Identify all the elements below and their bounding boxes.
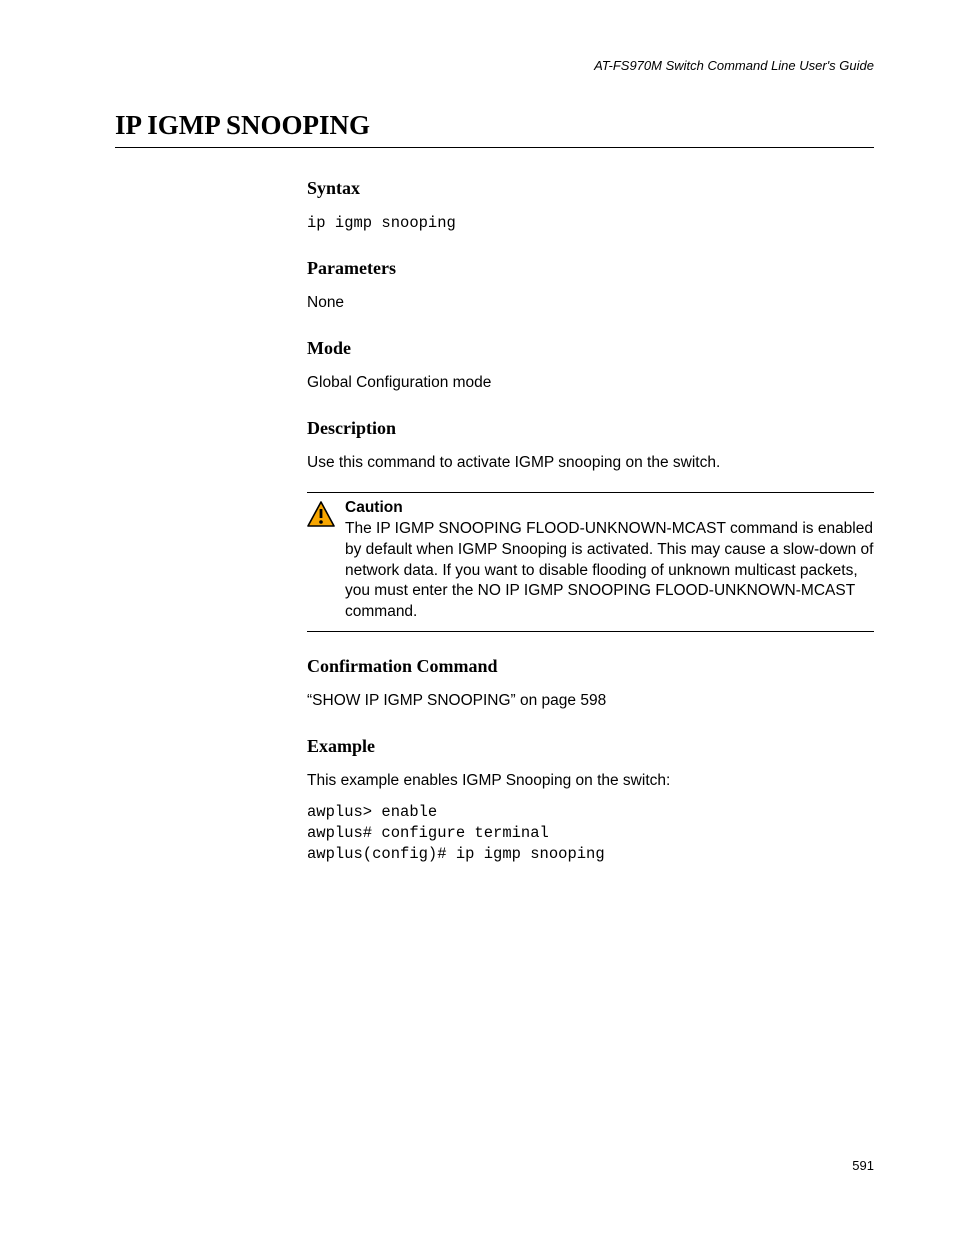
caution-text-wrap: Caution The IP IGMP SNOOPING FLOOD-UNKNO… bbox=[345, 499, 874, 624]
caution-block: Caution The IP IGMP SNOOPING FLOOD-UNKNO… bbox=[307, 492, 874, 633]
page-title: IP IGMP SNOOPING bbox=[115, 110, 874, 141]
syntax-code: ip igmp snooping bbox=[307, 213, 874, 234]
caution-body: Caution The IP IGMP SNOOPING FLOOD-UNKNO… bbox=[307, 499, 874, 624]
syntax-heading: Syntax bbox=[307, 178, 874, 199]
caution-paragraph: The IP IGMP SNOOPING FLOOD-UNKNOWN-MCAST… bbox=[345, 519, 874, 624]
page-number: 591 bbox=[852, 1158, 874, 1173]
warning-icon bbox=[307, 501, 335, 532]
parameters-text: None bbox=[307, 293, 874, 314]
mode-heading: Mode bbox=[307, 338, 874, 359]
header-guide-title: AT-FS970M Switch Command Line User's Gui… bbox=[594, 58, 874, 73]
description-text: Use this command to activate IGMP snoopi… bbox=[307, 453, 874, 474]
page: AT-FS970M Switch Command Line User's Gui… bbox=[0, 0, 954, 1235]
description-heading: Description bbox=[307, 418, 874, 439]
caution-rule-bottom bbox=[307, 631, 874, 632]
parameters-heading: Parameters bbox=[307, 258, 874, 279]
example-text: This example enables IGMP Snooping on th… bbox=[307, 771, 874, 792]
confirmation-text: “SHOW IP IGMP SNOOPING” on page 598 bbox=[307, 691, 874, 712]
example-heading: Example bbox=[307, 736, 874, 757]
caution-rule-top bbox=[307, 492, 874, 493]
content-column: Syntax ip igmp snooping Parameters None … bbox=[307, 178, 874, 865]
mode-text: Global Configuration mode bbox=[307, 373, 874, 394]
title-rule bbox=[115, 147, 874, 148]
confirmation-heading: Confirmation Command bbox=[307, 656, 874, 677]
caution-label: Caution bbox=[345, 499, 874, 517]
example-code: awplus> enable awplus# configure termina… bbox=[307, 802, 874, 865]
